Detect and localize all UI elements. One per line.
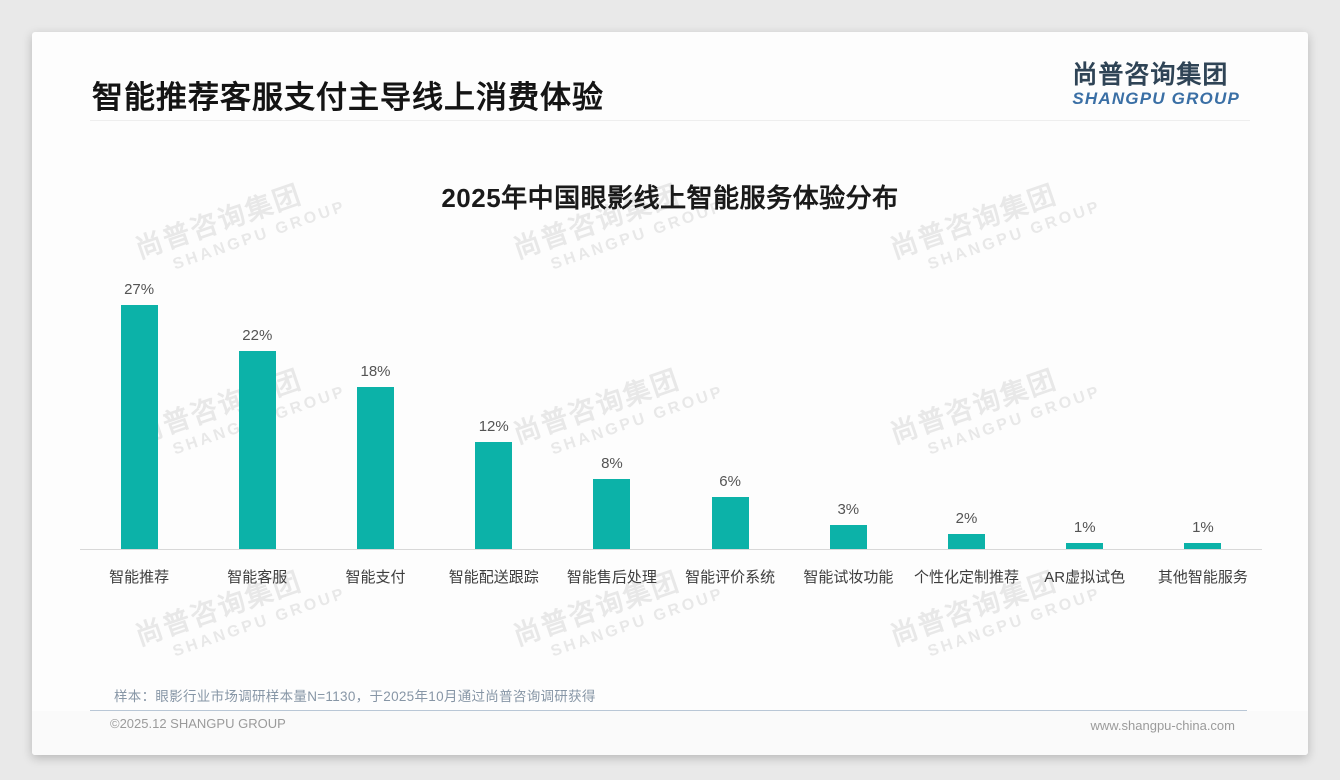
footer-strip [32, 711, 1308, 755]
chart-title: 2025年中国眼影线上智能服务体验分布 [441, 183, 899, 213]
logo-chinese-text: 尚普咨询集团 [1072, 61, 1229, 89]
bar-group: 18% [316, 260, 434, 549]
bar-group: 22% [198, 260, 316, 549]
category-label: 智能支付 [345, 569, 406, 586]
bar-value-label: 1% [1073, 519, 1096, 536]
category-label: 智能试妆功能 [803, 569, 894, 586]
bar-value-label: 2% [955, 510, 978, 527]
bar-group: 1% [1144, 260, 1262, 549]
watermark-chinese-text: 尚普咨询集团 [886, 566, 1061, 652]
logo-english-text: SHANGPU GROUP [1072, 89, 1240, 109]
bar-value-label: 3% [837, 501, 860, 518]
shangpu-watermark: 尚普咨询集团 SHANGPU GROUP [507, 535, 762, 671]
x-axis-labels: 智能推荐 智能客服 智能支付 智能配送跟踪 智能售后处理 智能评价系统 智能试妆功能 个性化定… [80, 566, 1262, 587]
bar-group: 2% [907, 260, 1025, 549]
bar-group: 1% [1026, 260, 1144, 549]
category-label: AR虚拟试色 [1044, 569, 1126, 586]
bar-value-label: 22% [242, 327, 273, 344]
page-title: 智能推荐客服支付主导线上消费体验 [92, 80, 604, 115]
report-slide: 智能推荐客服支付主导线上消费体验 尚普咨询集团 SHANGPU GROUP 尚普… [32, 32, 1308, 755]
bar [711, 497, 749, 549]
bar-group: 6% [671, 260, 789, 549]
shangpu-logo: 尚普咨询集团 SHANGPU GROUP [1072, 62, 1240, 108]
footer-divider [90, 710, 1247, 711]
bar-value-label: 12% [478, 418, 509, 435]
bar-value-label: 27% [124, 281, 155, 298]
bar [948, 534, 986, 549]
x-axis-line [80, 549, 1262, 550]
bar [1184, 543, 1222, 549]
sample-note: 样本：眼影行业市场调研样本量N=1130，于2025年10月通过尚普咨询调研获得 [114, 689, 596, 704]
bar [593, 479, 631, 549]
bar [120, 305, 158, 549]
bar-value-label: 8% [601, 455, 623, 472]
category-label: 个性化定制推荐 [914, 569, 1020, 586]
bar-group: 3% [789, 260, 907, 549]
bar-value-label: 6% [719, 473, 741, 490]
category-label: 智能配送跟踪 [448, 569, 539, 586]
title-divider [90, 120, 1250, 121]
category-label: 其他智能服务 [1157, 569, 1248, 586]
website-text: www.shangpu-china.com [1090, 718, 1235, 733]
shangpu-watermark: 尚普咨询集团 SHANGPU GROUP [884, 535, 1139, 671]
bar-value-label: 1% [1192, 519, 1214, 536]
bar-chart: 27% 22% 18% 12% 8% 6% 3% 2% 1% 1% [80, 260, 1262, 549]
shangpu-watermark: 尚普咨询集团 SHANGPU GROUP [129, 535, 384, 671]
bar [1066, 543, 1104, 549]
watermark-chinese-text: 尚普咨询集团 [131, 566, 306, 652]
bar-group: 12% [435, 260, 553, 549]
copyright-text: ©2025.12 SHANGPU GROUP [110, 716, 286, 731]
bar [357, 387, 394, 549]
bar [475, 442, 513, 549]
bar [238, 351, 276, 549]
watermark-chinese-text: 尚普咨询集团 [509, 566, 684, 652]
category-label: 智能售后处理 [566, 569, 657, 586]
bar [829, 525, 867, 549]
category-label: 智能评价系统 [685, 569, 776, 586]
category-label: 智能推荐 [109, 569, 170, 586]
bar-group: 27% [80, 260, 198, 549]
bar-group: 8% [553, 260, 671, 549]
category-label: 智能客服 [227, 569, 288, 586]
bar-value-label: 18% [360, 363, 391, 380]
